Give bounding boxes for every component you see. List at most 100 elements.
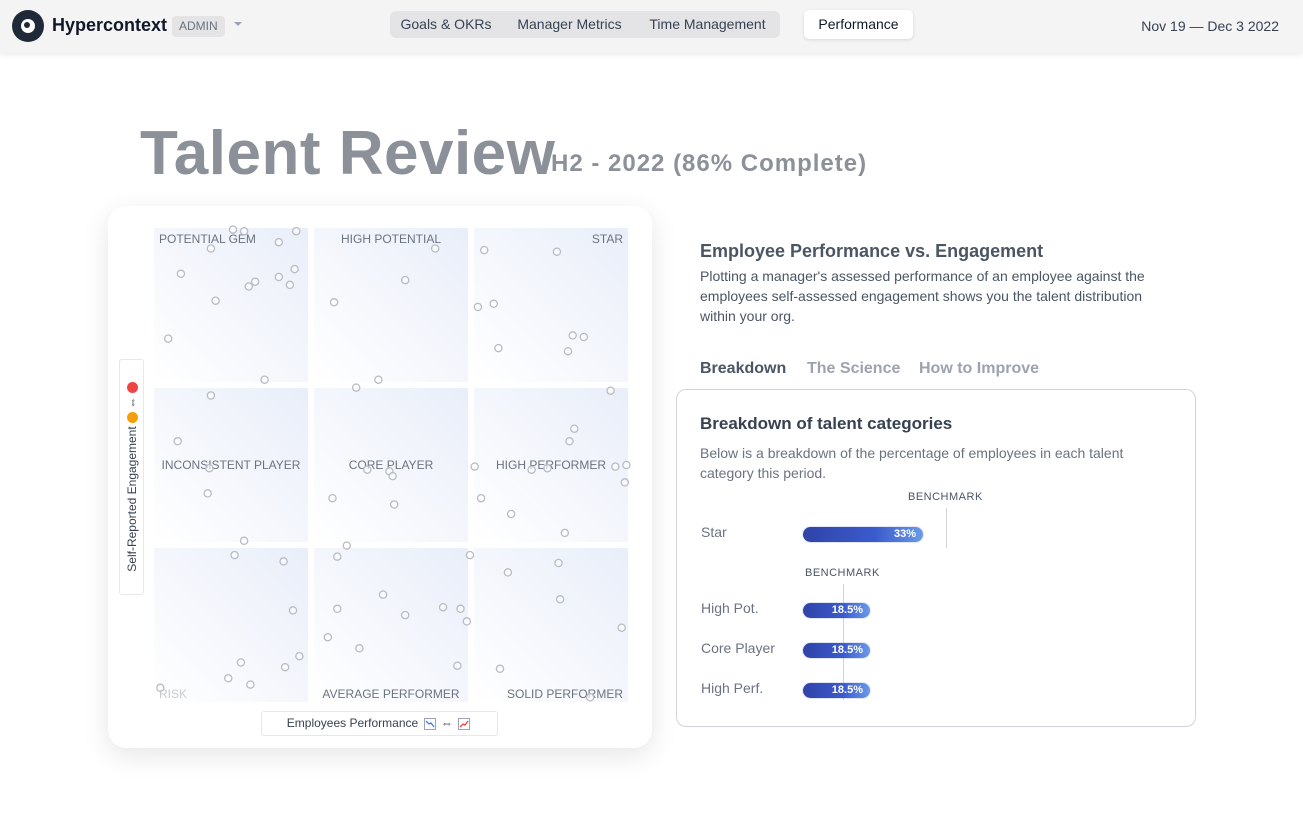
date-range-picker[interactable]: Nov 19 — Dec 3 2022 bbox=[1141, 18, 1279, 34]
employee-point[interactable] bbox=[465, 550, 475, 560]
employee-point[interactable] bbox=[388, 471, 397, 481]
employee-point[interactable] bbox=[291, 226, 301, 236]
employee-point[interactable] bbox=[389, 500, 399, 509]
employee-point[interactable] bbox=[611, 462, 620, 471]
chevron-down-icon[interactable] bbox=[231, 17, 245, 31]
employee-point[interactable] bbox=[250, 277, 260, 286]
employee-point[interactable] bbox=[288, 606, 298, 615]
employee-point[interactable] bbox=[479, 245, 489, 255]
employee-point[interactable] bbox=[203, 489, 212, 498]
employee-point[interactable] bbox=[285, 280, 295, 290]
employee-point[interactable] bbox=[622, 460, 631, 470]
employee-point[interactable] bbox=[527, 465, 536, 474]
employee-point[interactable] bbox=[156, 683, 165, 693]
employee-point[interactable] bbox=[239, 536, 249, 546]
employee-point[interactable] bbox=[456, 604, 465, 614]
employee-point[interactable] bbox=[560, 528, 570, 538]
employee-point[interactable] bbox=[563, 346, 573, 356]
employee-point[interactable] bbox=[579, 332, 589, 342]
employee-point[interactable] bbox=[503, 568, 513, 577]
tab-manager-metrics[interactable]: Manager Metrics bbox=[517, 16, 622, 32]
tab-how-to-improve[interactable]: How to Improve bbox=[919, 360, 1040, 377]
employee-point[interactable] bbox=[453, 661, 462, 670]
employee-point[interactable] bbox=[495, 664, 505, 674]
tab-performance[interactable]: Performance bbox=[804, 10, 913, 39]
breakdown-row-label-high-perf: High Perf. bbox=[701, 680, 764, 696]
employee-point[interactable] bbox=[476, 493, 486, 503]
employee-point[interactable] bbox=[462, 617, 472, 626]
employee-point[interactable] bbox=[260, 375, 269, 384]
quadrant-label: HIGH POTENTIAL bbox=[341, 232, 441, 246]
employee-point[interactable] bbox=[606, 386, 615, 395]
chart-increasing-icon bbox=[458, 717, 471, 730]
employee-point[interactable] bbox=[430, 244, 440, 253]
employee-point[interactable] bbox=[554, 558, 563, 568]
tab-breakdown[interactable]: Breakdown bbox=[700, 360, 787, 377]
employee-point[interactable] bbox=[333, 552, 342, 561]
employee-point[interactable] bbox=[470, 462, 479, 471]
employee-point[interactable] bbox=[489, 299, 498, 309]
employee-point[interactable] bbox=[239, 226, 249, 236]
brand-name[interactable]: Hypercontext bbox=[52, 15, 168, 35]
employee-point[interactable] bbox=[274, 237, 284, 247]
tab-goals-okrs[interactable]: Goals & OKRs bbox=[400, 16, 492, 32]
tab-time-management[interactable]: Time Management bbox=[649, 16, 766, 32]
employee-point[interactable] bbox=[555, 595, 565, 604]
employee-point[interactable] bbox=[438, 602, 448, 612]
employee-point[interactable] bbox=[211, 296, 220, 305]
employee-point[interactable] bbox=[565, 437, 574, 446]
employee-point[interactable] bbox=[176, 269, 186, 279]
benchmark-line-others bbox=[843, 584, 844, 700]
page-title: Talent Review bbox=[140, 119, 556, 188]
employee-point[interactable] bbox=[328, 493, 337, 503]
employee-point[interactable] bbox=[228, 225, 238, 234]
employee-point[interactable] bbox=[543, 463, 552, 473]
employee-point[interactable] bbox=[378, 590, 388, 599]
employee-point[interactable] bbox=[333, 604, 342, 614]
employee-point[interactable] bbox=[552, 247, 562, 256]
employee-point[interactable] bbox=[290, 264, 299, 274]
employee-point[interactable] bbox=[246, 680, 255, 689]
employee-point[interactable] bbox=[206, 244, 216, 253]
employee-point[interactable] bbox=[473, 302, 483, 312]
hypercontext-logo-icon[interactable] bbox=[12, 10, 44, 42]
employee-point[interactable] bbox=[205, 463, 214, 473]
employee-point[interactable] bbox=[206, 391, 216, 400]
employee-point[interactable] bbox=[279, 557, 288, 566]
employee-point[interactable] bbox=[494, 343, 503, 353]
employee-point[interactable] bbox=[351, 383, 361, 392]
employee-point[interactable] bbox=[374, 375, 383, 384]
employee-point[interactable] bbox=[280, 662, 290, 672]
x-axis-arrow: ⇔ bbox=[440, 716, 453, 730]
tab-the-science[interactable]: The Science bbox=[807, 360, 901, 377]
employee-point[interactable] bbox=[400, 610, 410, 620]
employee-point[interactable] bbox=[329, 298, 339, 307]
breakdown-description: Below is a breakdown of the percentage o… bbox=[700, 445, 1124, 481]
employee-point[interactable] bbox=[342, 541, 352, 550]
employee-point[interactable] bbox=[506, 509, 516, 519]
employee-point[interactable] bbox=[570, 424, 579, 433]
x-axis-label: Employees Performance ⇔ bbox=[261, 711, 498, 736]
employee-point[interactable] bbox=[585, 693, 595, 702]
employee-point[interactable] bbox=[173, 437, 182, 446]
employee-point[interactable] bbox=[568, 331, 577, 340]
employee-point[interactable] bbox=[224, 674, 233, 683]
matrix-cell bbox=[154, 388, 308, 542]
employee-point[interactable] bbox=[363, 465, 372, 474]
nav-tab-group: Goals & OKRs Manager Metrics Time Manage… bbox=[390, 11, 780, 38]
employee-point[interactable] bbox=[355, 644, 364, 653]
employee-point[interactable] bbox=[274, 272, 284, 282]
employee-point[interactable] bbox=[400, 275, 410, 285]
x-axis-label-text: Employees Performance bbox=[286, 716, 419, 730]
employee-point[interactable] bbox=[244, 282, 254, 291]
employee-point[interactable] bbox=[620, 478, 630, 487]
breakdown-bar-high-perf: 18.5% bbox=[803, 683, 870, 698]
employee-point[interactable] bbox=[295, 651, 304, 661]
employee-point[interactable] bbox=[323, 632, 333, 642]
matrix-cell bbox=[314, 228, 468, 382]
employee-point[interactable] bbox=[230, 550, 239, 560]
employee-point[interactable] bbox=[617, 623, 626, 632]
employee-point[interactable] bbox=[163, 334, 173, 343]
matrix-cell bbox=[314, 388, 468, 542]
employee-point[interactable] bbox=[236, 658, 246, 667]
